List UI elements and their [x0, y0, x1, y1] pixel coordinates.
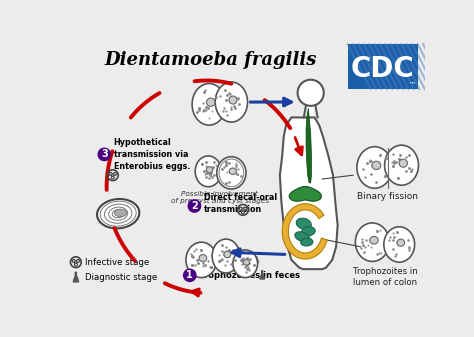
Ellipse shape [199, 254, 207, 262]
Circle shape [242, 211, 244, 213]
Circle shape [111, 174, 114, 176]
Text: Direct fecal-oral
transmission: Direct fecal-oral transmission [204, 193, 277, 214]
Circle shape [183, 269, 196, 281]
Ellipse shape [206, 167, 213, 173]
Ellipse shape [192, 84, 226, 125]
Text: Dientamoeba fragilis: Dientamoeba fragilis [104, 51, 317, 69]
Polygon shape [280, 117, 337, 269]
Circle shape [76, 259, 80, 263]
Circle shape [112, 177, 114, 179]
Polygon shape [251, 256, 259, 266]
Text: Diagnostic stage: Diagnostic stage [85, 273, 157, 282]
Circle shape [98, 148, 110, 160]
Ellipse shape [186, 242, 217, 278]
Text: ™: ™ [409, 82, 416, 87]
Circle shape [240, 208, 242, 210]
Ellipse shape [212, 239, 240, 273]
Circle shape [244, 208, 246, 210]
Ellipse shape [372, 161, 381, 170]
Circle shape [241, 210, 245, 214]
Ellipse shape [399, 159, 408, 167]
Polygon shape [282, 204, 327, 259]
Ellipse shape [229, 168, 237, 175]
FancyBboxPatch shape [347, 44, 419, 89]
Text: Trophozoites in feces: Trophozoites in feces [199, 271, 300, 280]
Ellipse shape [384, 227, 415, 262]
Ellipse shape [356, 223, 389, 262]
Text: Trophozoites in
lumen of colon: Trophozoites in lumen of colon [353, 267, 418, 287]
Circle shape [110, 173, 111, 175]
Ellipse shape [233, 250, 257, 278]
Circle shape [74, 263, 78, 267]
Ellipse shape [357, 147, 392, 188]
Text: CDC: CDC [350, 55, 414, 83]
Ellipse shape [296, 218, 311, 229]
Text: Hypothetical
transmission via
Enterobius eggs.: Hypothetical transmission via Enterobius… [114, 138, 190, 171]
Polygon shape [289, 186, 321, 201]
Text: Binary fission: Binary fission [357, 192, 418, 201]
Text: 2: 2 [191, 201, 198, 211]
Ellipse shape [215, 82, 247, 122]
Polygon shape [306, 108, 311, 183]
Ellipse shape [243, 259, 249, 265]
Circle shape [298, 80, 324, 106]
Circle shape [242, 209, 244, 211]
Circle shape [74, 261, 77, 264]
Ellipse shape [217, 157, 246, 189]
Circle shape [73, 260, 74, 262]
Text: 3: 3 [101, 149, 108, 159]
Polygon shape [306, 105, 315, 117]
Circle shape [239, 207, 243, 211]
Polygon shape [73, 272, 79, 282]
Circle shape [75, 264, 77, 266]
Circle shape [77, 260, 79, 262]
Ellipse shape [195, 156, 221, 187]
Ellipse shape [224, 251, 231, 258]
Text: Possible involvement
of pre-cyst and cyst stages: Possible involvement of pre-cyst and cys… [171, 191, 269, 204]
Ellipse shape [370, 236, 378, 244]
Ellipse shape [207, 98, 215, 106]
Text: 1: 1 [186, 270, 193, 280]
Ellipse shape [301, 238, 313, 246]
Polygon shape [260, 271, 264, 279]
Circle shape [72, 259, 76, 263]
Ellipse shape [97, 199, 139, 228]
Ellipse shape [229, 96, 237, 104]
Ellipse shape [295, 232, 310, 242]
Ellipse shape [114, 209, 127, 217]
Circle shape [111, 176, 115, 180]
Circle shape [243, 207, 247, 211]
Circle shape [188, 200, 201, 212]
Ellipse shape [397, 239, 405, 246]
Ellipse shape [301, 227, 315, 236]
Circle shape [109, 172, 113, 176]
Text: Infective stage: Infective stage [85, 258, 149, 267]
Circle shape [114, 173, 116, 175]
Circle shape [113, 172, 117, 176]
Ellipse shape [384, 145, 419, 185]
